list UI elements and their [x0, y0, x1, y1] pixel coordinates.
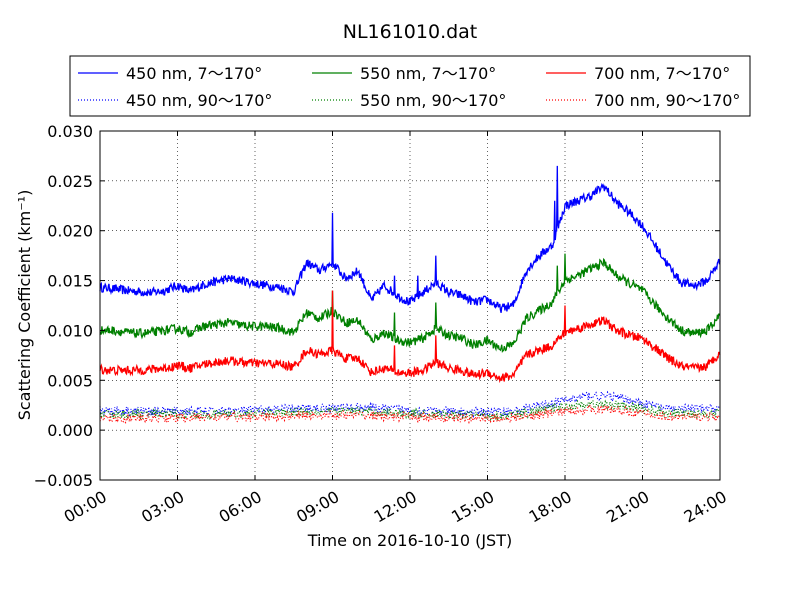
plot-area [100, 131, 720, 480]
legend-label: 450 nm, 7～170° [126, 64, 262, 83]
legend-label: 550 nm, 7～170° [360, 64, 496, 83]
y-tick-label: 0.005 [47, 371, 93, 390]
legend-label: 700 nm, 90～170° [594, 91, 740, 110]
series-line-5 [99, 398, 720, 422]
y-tick-label: 0.030 [47, 122, 93, 141]
series-line-1 [99, 165, 721, 313]
legend-label: 550 nm, 90～170° [360, 91, 506, 110]
legend: 450 nm, 7～170° 550 nm, 7～170° 700 nm, 7～17… [69, 55, 751, 117]
series-line-2 [99, 253, 721, 354]
chart-title: NL161010.dat [343, 21, 478, 43]
series-line-6 [99, 403, 721, 425]
legend-box [69, 55, 751, 117]
series-line-4 [99, 389, 720, 419]
y-tick-label: 0.000 [47, 421, 93, 440]
y-axis-label: Scattering Coefficient (km⁻¹) [15, 190, 34, 421]
series-group [99, 165, 721, 425]
y-tick-label: −0.005 [34, 471, 93, 490]
legend-label: 700 nm, 7～170° [594, 64, 730, 83]
series-line-3 [99, 290, 721, 384]
legend-label: 450 nm, 90～170° [126, 91, 272, 110]
y-tick-label: 0.020 [47, 222, 93, 241]
y-tick-label: 0.025 [47, 172, 93, 191]
y-tick-label: 0.015 [47, 272, 93, 291]
y-tick-label: 0.010 [47, 321, 93, 340]
x-axis-label: Time on 2016-10-10 (JST) [307, 531, 512, 550]
